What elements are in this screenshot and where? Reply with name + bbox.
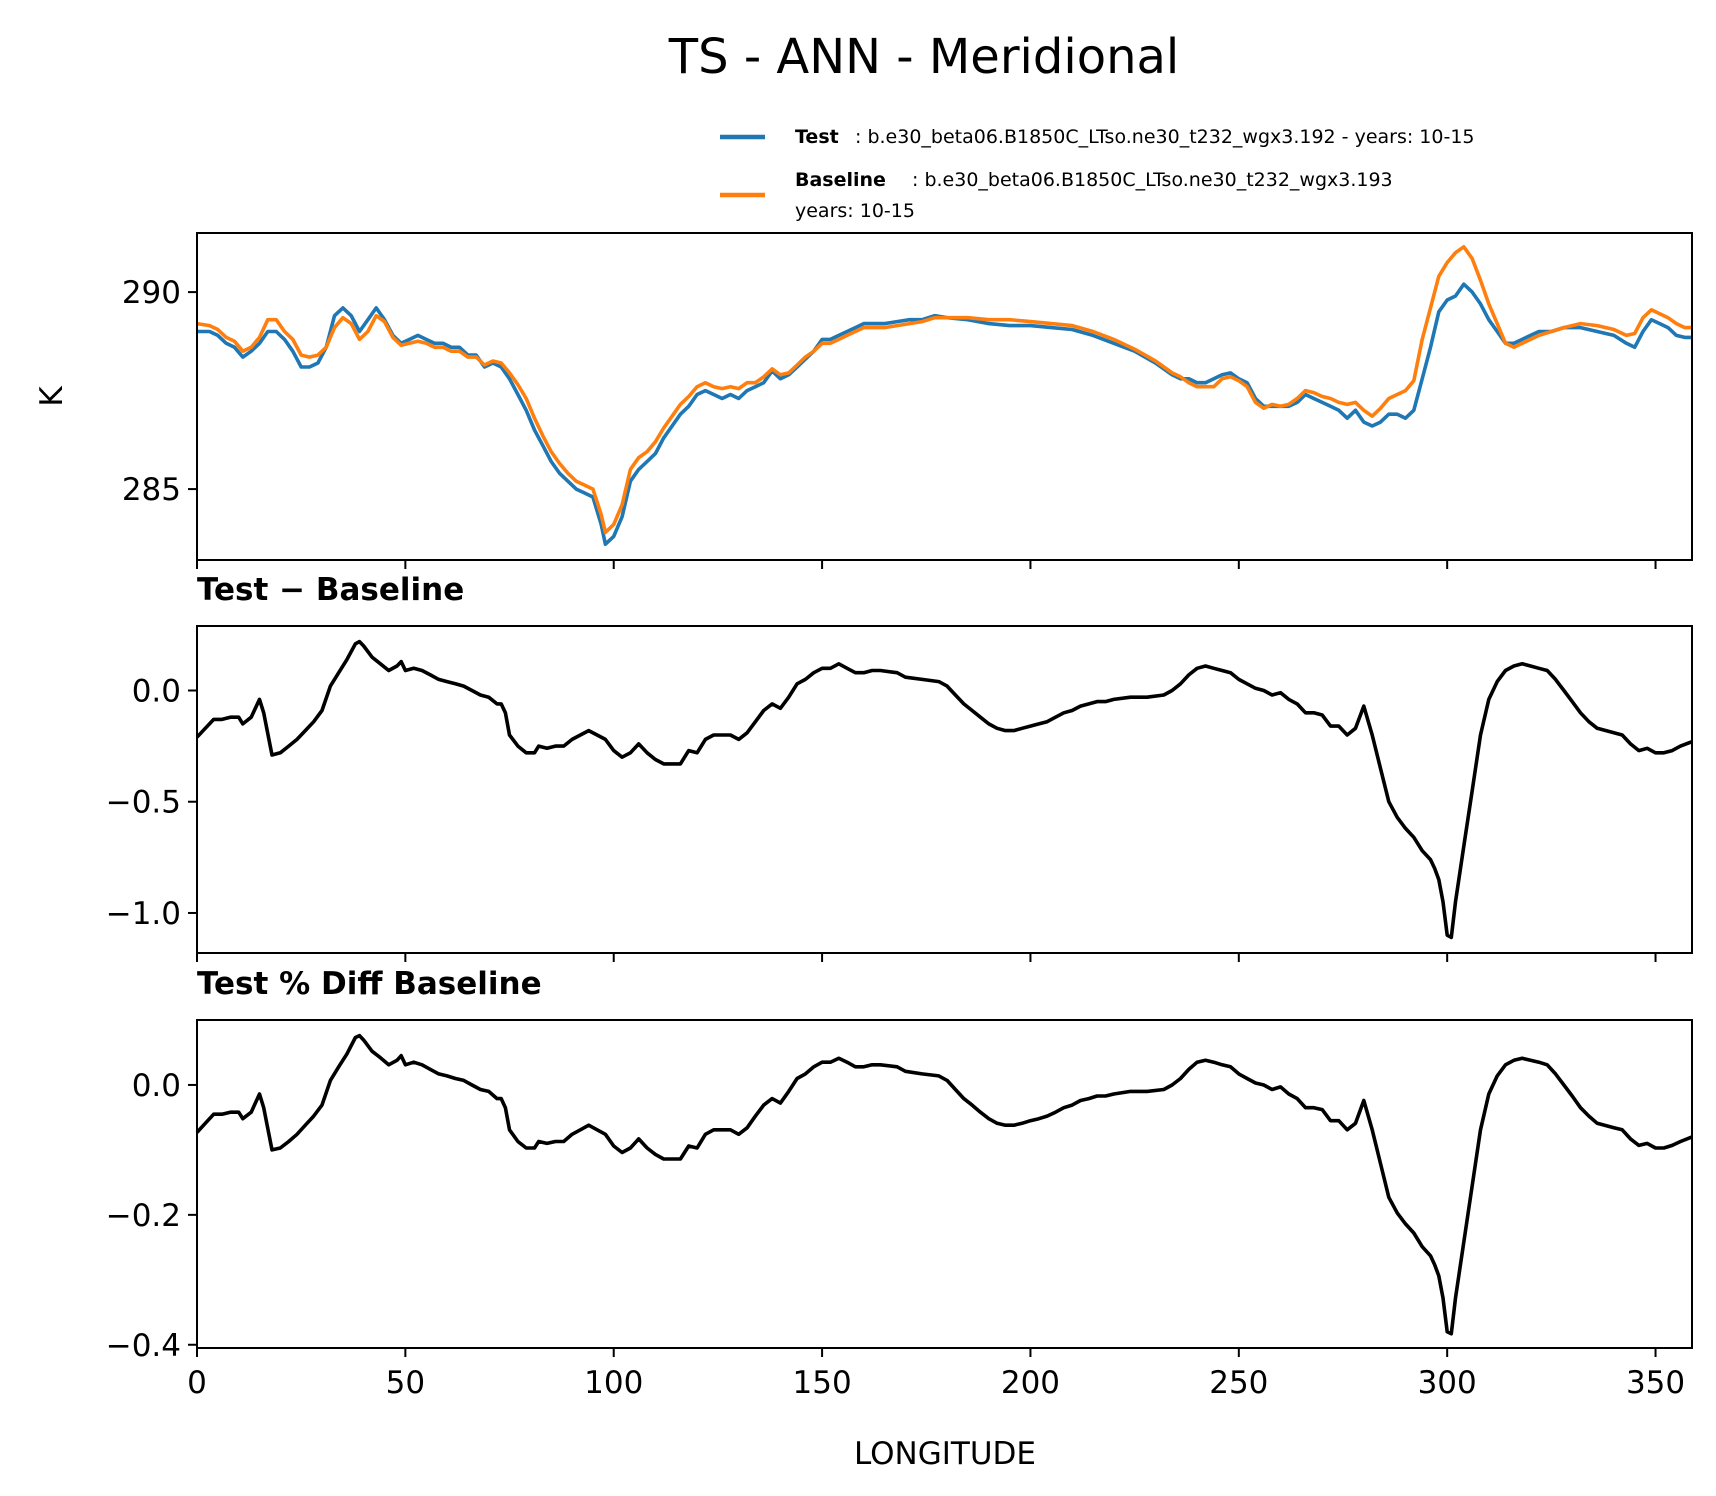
axes-frame (196, 232, 1693, 561)
y-tick-label: −0.4 (106, 1328, 181, 1364)
x-tick-label: 200 (1001, 1365, 1060, 1401)
x-tick-label: 350 (1626, 1365, 1685, 1401)
series-line-test (197, 282, 1692, 546)
x-tick-label: 100 (584, 1365, 643, 1401)
axes-frame (196, 1019, 1693, 1349)
axes-frame (196, 625, 1693, 954)
y-tick-label: 285 (122, 472, 181, 508)
legend-label-test-name: Test (795, 126, 839, 148)
y-axis-label: K (34, 386, 70, 407)
legend: Test : b.e30_beta06.B1850C_LTso.ne30_t23… (720, 126, 1475, 222)
legend-label-baseline-name: Baseline (795, 169, 886, 191)
x-tick-label: 150 (793, 1365, 852, 1401)
series-line-test-baseline (195, 639, 1693, 940)
y-tick-label: 0.0 (132, 674, 181, 710)
panel-difference: 0.0 −0.5 −1.0 (106, 625, 1693, 962)
x-axis-label: LONGITUDE (854, 1436, 1036, 1472)
y-tick-label: 0.0 (132, 1068, 181, 1104)
legend-label-test-desc: : b.e30_beta06.B1850C_LTso.ne30_t232_wgx… (855, 126, 1475, 148)
series-line-test-diff-baseline (195, 1033, 1693, 1336)
y-tick-label: −1.0 (106, 896, 181, 932)
chart-title: TS - ANN - Meridional (668, 29, 1179, 85)
y-tick-label: 290 (122, 275, 181, 311)
y-tick-label: −0.5 (106, 785, 181, 821)
x-tick-label: 300 (1418, 1365, 1477, 1401)
x-tick-label: 0 (187, 1365, 207, 1401)
panel-percent-diff: 0.0 −0.2 −0.40 50 100 150 200 250 300 350 (106, 1019, 1693, 1401)
x-tick-label: 50 (386, 1365, 425, 1401)
x-tick-label: 250 (1209, 1365, 1268, 1401)
y-tick-label: −0.2 (106, 1198, 181, 1234)
panel-title-difference: Test − Baseline (197, 572, 464, 608)
legend-label-baseline-desc: : b.e30_beta06.B1850C_LTso.ne30_t232_wgx… (912, 169, 1393, 191)
panel-title-percent-diff: Test % Diff Baseline (197, 966, 542, 1002)
panel-temperature: 290 285 K (34, 232, 1693, 569)
series-line-baseline (196, 245, 1692, 535)
legend-label-baseline-years: years: 10-15 (795, 200, 915, 222)
